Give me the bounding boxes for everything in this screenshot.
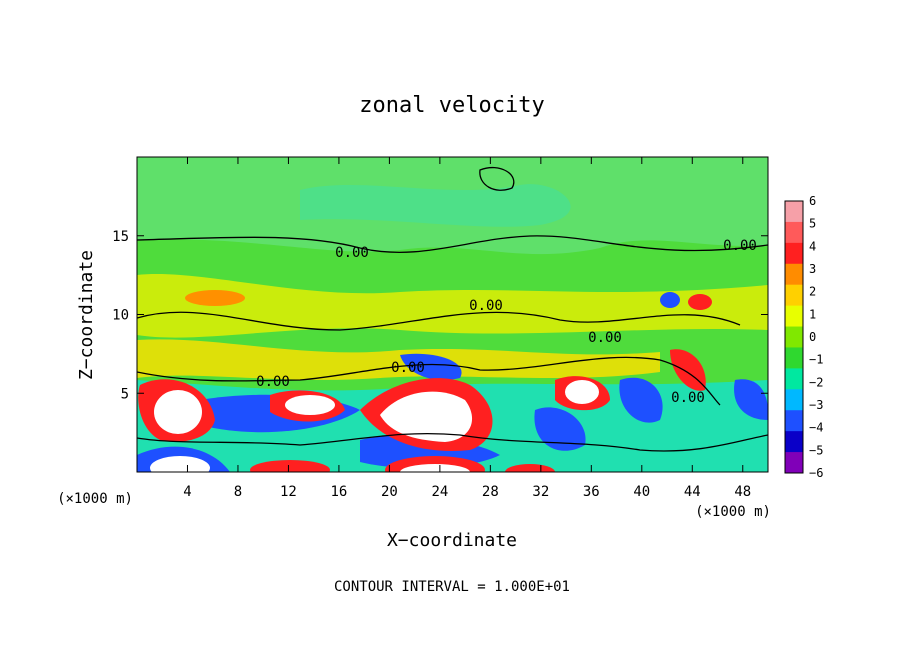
colorbar-swatch: [785, 221, 803, 244]
y-axis-ticks: 5 10 15: [112, 229, 768, 402]
colorbar-swatch: [785, 242, 803, 265]
blue-patch-3: [534, 407, 586, 451]
blue-patch-6: [400, 353, 462, 380]
x-tick-label: 48: [734, 484, 751, 500]
contour-line-2: [137, 311, 741, 331]
white-core-2: [285, 395, 335, 415]
y-axis-label: Z−coordinate: [76, 250, 97, 380]
colorbar-label: −3: [809, 398, 823, 412]
colorbar-label: −6: [809, 466, 823, 480]
blue-patch-4: [619, 377, 663, 423]
yellow-band-lower: [137, 339, 660, 380]
contour-line-3: [137, 356, 721, 406]
colorbar-label: 0: [809, 330, 816, 344]
contour-label: 0.00: [469, 298, 503, 314]
white-core-1: [154, 390, 202, 434]
x-tick-label: 20: [381, 484, 398, 500]
colorbar-label: 4: [809, 239, 816, 253]
colorbar-swatch: [785, 284, 803, 307]
white-bottom-3: [400, 464, 470, 472]
colorbar-label: −5: [809, 443, 823, 457]
colorbar-label: 5: [809, 217, 816, 231]
x-tick-label: 44: [684, 484, 701, 500]
upper-cyan-patch: [300, 184, 571, 227]
colorbar-label: 1: [809, 307, 816, 321]
red-bottom-2: [250, 460, 330, 472]
colorbar-swatch: [785, 389, 803, 411]
x-tick-label: 16: [330, 484, 347, 500]
white-core-4: [565, 380, 599, 404]
contour-loop-top: [479, 166, 515, 191]
contour-label: 0.00: [671, 390, 705, 406]
red-core-5: [670, 349, 706, 391]
x-tick-label: 28: [482, 484, 499, 500]
colorbar-swatch: [785, 305, 803, 328]
y-tick-label: 15: [112, 229, 129, 245]
y-tick-label: 10: [112, 308, 129, 324]
x-tick-label: 4: [183, 484, 191, 500]
contour-label: 0.00: [588, 330, 622, 346]
contour-line-1: [137, 235, 768, 254]
colorbar-swatch: [785, 347, 803, 369]
colorbar-swatch: [785, 431, 803, 453]
contour-label: 0.00: [723, 238, 757, 254]
colorbar-label: −4: [809, 421, 823, 435]
blue-patch-upper: [660, 292, 680, 308]
chart-title: zonal velocity: [359, 93, 544, 118]
colorbar-swatch: [785, 368, 803, 390]
contour-line-4: [137, 433, 768, 452]
red-patch-upper: [688, 294, 712, 310]
colorbar: 6 5 4 3 2 1 0 −1 −2 −3 −4 −5 −6: [784, 194, 823, 480]
x-tick-label: 40: [633, 484, 650, 500]
y-tick-label: 5: [121, 386, 129, 402]
x-tick-label: 36: [583, 484, 600, 500]
x-tick-label: 12: [280, 484, 297, 500]
x-tick-label: 8: [234, 484, 242, 500]
x-axis-ticks: 4 8 12 16 20 24 28 32 36 40 44 48: [183, 157, 751, 500]
x-unit-left: (×1000 m): [57, 491, 133, 507]
x-unit-right: (×1000 m): [695, 504, 771, 520]
colorbar-label: −1: [809, 353, 823, 367]
contour-label: 0.00: [391, 360, 425, 376]
contour-interval-note: CONTOUR INTERVAL = 1.000E+01: [334, 579, 570, 595]
colorbar-label: −2: [809, 375, 823, 389]
contour-label: 0.00: [256, 374, 290, 390]
colorbar-swatch: [785, 410, 803, 432]
x-tick-label: 24: [431, 484, 448, 500]
white-core-3: [380, 391, 473, 442]
colorbar-frame: [784, 200, 804, 474]
colorbar-swatch: [785, 263, 803, 286]
contour-label: 0.00: [335, 245, 369, 261]
colorbar-label: 3: [809, 262, 816, 276]
red-bottom-4: [505, 464, 555, 472]
colorbar-label: 2: [809, 285, 816, 299]
colorbar-swatch: [785, 201, 803, 223]
colorbar-label: 6: [809, 194, 816, 208]
white-bottom-1: [150, 456, 210, 472]
colorbar-swatch: [785, 452, 803, 474]
blue-patch-5: [734, 379, 768, 420]
heatmap-field: [137, 157, 768, 472]
x-tick-label: 32: [532, 484, 549, 500]
x-axis-label: X−coordinate: [387, 530, 517, 551]
orange-patch: [185, 290, 245, 306]
colorbar-swatch: [785, 326, 803, 348]
